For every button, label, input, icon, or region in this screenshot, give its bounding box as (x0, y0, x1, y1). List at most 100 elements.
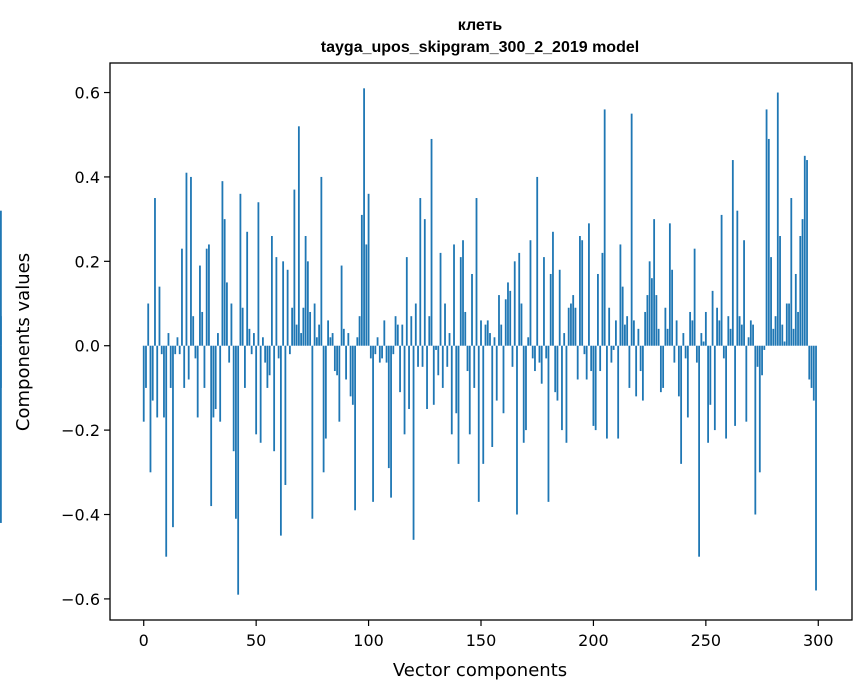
bar (226, 282, 228, 346)
bar (378, 345, 381, 363)
bar (493, 337, 496, 346)
bar (257, 202, 260, 346)
bar (354, 345, 356, 511)
y-axis-label: Components values (13, 253, 34, 431)
bar (549, 273, 552, 346)
bar (788, 303, 790, 346)
bar (279, 345, 282, 536)
bar (324, 345, 327, 439)
bar (702, 341, 705, 346)
bar (426, 345, 428, 410)
bar (758, 345, 761, 473)
chart-subtitle: tayga_upos_skipgram_300_2_2019 model (321, 39, 639, 56)
bar (704, 311, 707, 346)
bar (581, 240, 584, 346)
bar (295, 324, 298, 346)
bar (734, 345, 736, 426)
y-tick-label: 0.4 (75, 168, 100, 187)
bar (779, 236, 781, 346)
bar (149, 345, 152, 473)
bar (351, 345, 354, 405)
bar (437, 345, 440, 376)
bar (752, 324, 754, 346)
bar (630, 113, 633, 346)
bar (441, 345, 444, 388)
bar (601, 252, 604, 346)
bar (716, 307, 718, 346)
bar (158, 286, 161, 346)
bar (432, 345, 435, 405)
bar (329, 337, 332, 346)
bar (522, 345, 525, 443)
bar (675, 320, 678, 346)
bar (190, 176, 192, 346)
bar (801, 219, 804, 346)
bar (320, 176, 323, 346)
bar (711, 290, 714, 346)
bar (318, 324, 321, 346)
bar (790, 198, 793, 346)
bar (466, 345, 469, 372)
bar (421, 345, 424, 367)
bar (356, 337, 359, 346)
bar (468, 345, 471, 435)
bar (187, 345, 190, 380)
bar (163, 345, 165, 418)
bar (0, 345, 2, 523)
bar (815, 345, 817, 591)
bar (430, 138, 433, 346)
bar (360, 214, 363, 346)
bar (554, 345, 557, 393)
bar (673, 345, 676, 363)
bar (576, 345, 579, 380)
bar (792, 328, 795, 346)
bar (603, 109, 606, 346)
bar (624, 324, 626, 346)
bar (331, 333, 334, 346)
bar (653, 219, 656, 346)
bar (570, 303, 572, 346)
x-tick-label: 200 (578, 631, 609, 650)
bar (471, 273, 473, 346)
y-tick-label: 0.2 (75, 252, 100, 271)
x-tick-label: 250 (691, 631, 722, 650)
bar (428, 316, 431, 346)
bar (237, 345, 240, 595)
bar (572, 295, 575, 346)
bar (606, 345, 608, 439)
bar (729, 328, 732, 346)
bar (594, 345, 597, 431)
bar (309, 311, 312, 346)
bar (192, 316, 195, 346)
bar (545, 345, 548, 359)
bar (637, 328, 640, 346)
bar (597, 273, 599, 346)
bar (626, 316, 629, 346)
bar (774, 316, 777, 346)
bar (419, 198, 422, 346)
bar (475, 198, 478, 346)
bar (491, 345, 494, 447)
bar (806, 160, 808, 346)
bar (268, 345, 271, 376)
bar (599, 345, 602, 372)
bar (803, 155, 806, 346)
bar (489, 333, 491, 346)
bar (745, 345, 748, 422)
bar (695, 345, 698, 363)
bar (174, 345, 177, 355)
bar (412, 345, 415, 540)
bar (259, 345, 262, 443)
bar (232, 345, 235, 452)
bar (722, 345, 725, 359)
bar (518, 252, 521, 346)
bar (293, 189, 296, 346)
bar (783, 341, 786, 346)
bar (689, 311, 692, 346)
bar (178, 345, 181, 355)
bar (776, 92, 779, 346)
bar (534, 345, 536, 372)
bar (217, 333, 219, 346)
bar (405, 257, 408, 346)
bar (228, 345, 231, 363)
